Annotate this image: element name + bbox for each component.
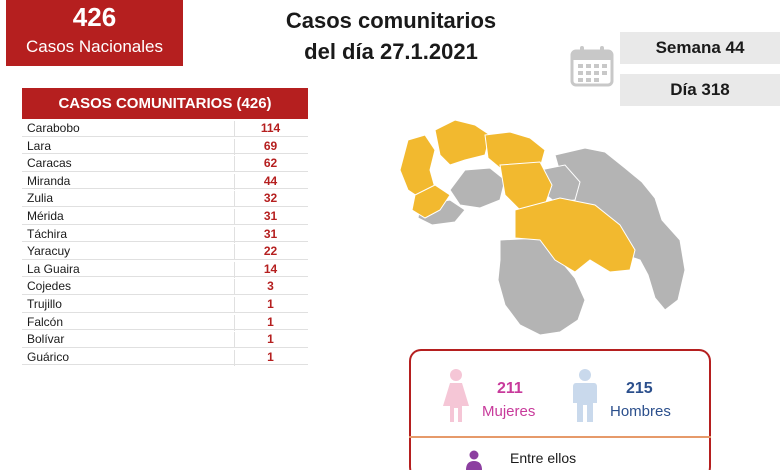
table-row: Cojedes 3	[22, 277, 308, 296]
table-row: Bolívar 1	[22, 330, 308, 349]
table-row: Falcón 1	[22, 313, 308, 331]
state-case-count: 69	[234, 138, 306, 155]
state-case-count: 31	[234, 208, 306, 225]
among-them-label: Entre ellos	[510, 450, 577, 466]
table-row: Lara 69	[22, 137, 308, 155]
man-icon	[573, 369, 597, 422]
state-case-count: 1	[234, 314, 306, 331]
table-row: Miranda 44	[22, 172, 308, 190]
state-case-count: 22	[234, 244, 306, 261]
week-indicator: Semana 44	[620, 32, 780, 64]
state-case-count: 14	[234, 261, 306, 278]
venezuela-map	[399, 119, 686, 336]
state-case-count: 1	[234, 332, 306, 349]
page-subtitle: del día 27.1.2021	[304, 39, 478, 64]
gender-divider	[409, 436, 711, 438]
state-case-count: 1	[234, 296, 306, 313]
state-case-count: 44	[234, 173, 306, 190]
table-row: Trujillo 1	[22, 295, 308, 313]
state-name: Trujillo	[27, 296, 62, 311]
women-label: Mujeres	[482, 403, 536, 420]
woman-icon	[443, 369, 469, 422]
table-row: Zulia 32	[22, 189, 308, 208]
map-region-grey-central	[449, 167, 506, 209]
state-name: Carabobo	[27, 121, 80, 135]
day-indicator: Día 318	[620, 74, 780, 106]
state-name: Falcón	[27, 314, 64, 329]
page-title: Casos comunitarios	[285, 8, 497, 33]
national-cases-label: Casos Nacionales	[25, 37, 163, 56]
table-row: Caracas 62	[22, 154, 308, 173]
state-case-count: 3	[234, 279, 306, 296]
state-name: Zulia	[27, 191, 54, 206]
table-row: Mérida 31	[22, 207, 308, 225]
national-cases-badge: 426 Casos Nacionales	[6, 0, 183, 66]
cases-table-header: CASOS COMUNITARIOS (426)	[22, 88, 308, 119]
table-row: Yaracuy 22	[22, 242, 308, 261]
national-cases-number: 426	[72, 2, 117, 32]
table-row: La Guaira 14	[22, 260, 308, 278]
women-count: 211	[497, 380, 523, 397]
gender-card	[409, 349, 711, 470]
map-region-andes	[411, 184, 451, 219]
state-name: Táchira	[27, 226, 68, 241]
state-case-count: 1	[234, 349, 306, 366]
state-name: Yaracuy	[27, 244, 71, 259]
person-group-icon	[466, 450, 482, 470]
cases-table: CASOS COMUNITARIOS (426) Carabobo 114 Lara…	[22, 88, 308, 366]
state-name: Caracas	[27, 156, 72, 171]
map-region-falcon-lara	[434, 119, 491, 166]
state-name: La Guaira	[27, 261, 80, 276]
table-row: Táchira 31	[22, 225, 308, 243]
state-name: Mérida	[27, 208, 64, 223]
state-case-count: 114	[234, 121, 306, 137]
state-name: Bolívar	[27, 332, 65, 347]
men-count: 215	[626, 380, 653, 397]
state-name: Guárico	[27, 349, 70, 364]
table-row: Carabobo 114	[22, 119, 308, 137]
table-row: Guárico 1	[22, 348, 308, 366]
state-case-count: 62	[234, 156, 306, 173]
state-case-count: 31	[234, 226, 306, 243]
map-region-bolivar	[514, 197, 636, 273]
state-name: Lara	[27, 138, 52, 153]
calendar-icon	[570, 46, 614, 87]
men-label: Hombres	[610, 403, 671, 420]
state-name: Cojedes	[27, 279, 72, 294]
state-case-count: 32	[234, 191, 306, 208]
state-name: Miranda	[27, 173, 71, 188]
